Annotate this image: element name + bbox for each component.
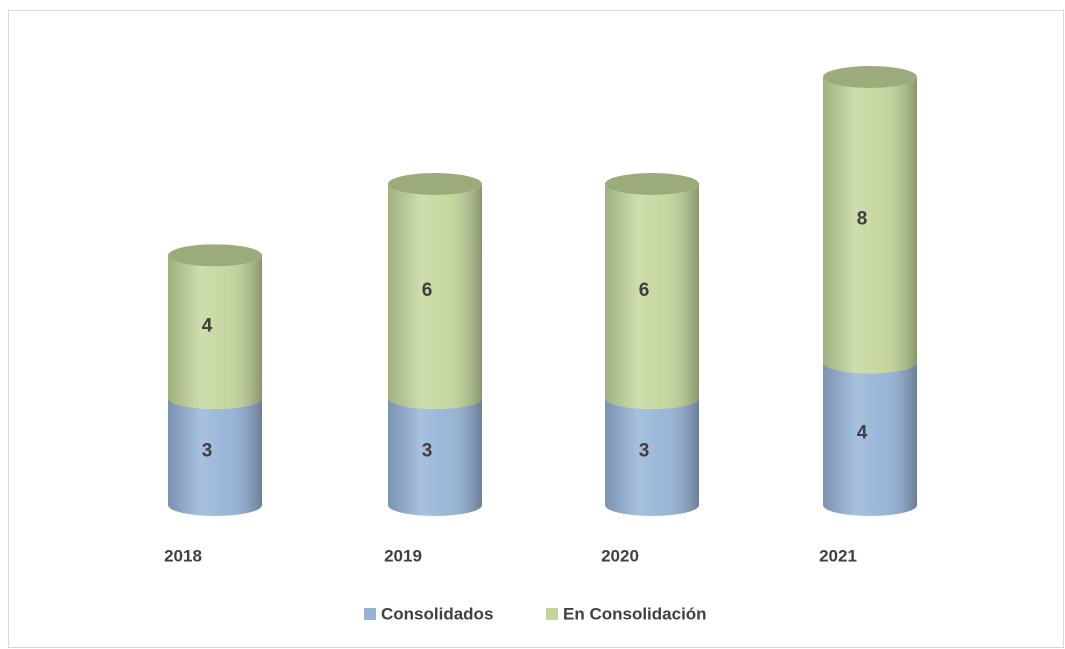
data-label: 4: [857, 423, 868, 444]
x-tick-label: 2021: [819, 546, 857, 565]
bar-cap: [605, 173, 699, 195]
data-label: 8: [857, 209, 868, 230]
legend-swatch: [546, 608, 558, 620]
data-label: 6: [639, 280, 650, 301]
bar-shading: [605, 184, 699, 409]
data-label: 4: [202, 316, 213, 337]
bar-shading: [168, 255, 262, 409]
bar-shading: [168, 398, 262, 516]
data-label: 6: [422, 280, 433, 301]
data-label: 3: [639, 441, 650, 462]
legend-swatch: [364, 608, 376, 620]
x-tick-label: 2018: [164, 546, 202, 565]
legend-label: En Consolidación: [563, 604, 707, 623]
bar-cap: [388, 173, 482, 195]
x-tick-label: 2019: [384, 546, 422, 565]
bar-shading: [388, 184, 482, 409]
data-label: 3: [202, 441, 213, 462]
legend: Consolidados En Consolidación: [364, 604, 707, 623]
data-label: 3: [422, 441, 433, 462]
bar-shading: [388, 398, 482, 516]
bar-cap: [823, 66, 917, 88]
bar-shading: [823, 77, 917, 374]
legend-label: Consolidados: [381, 604, 493, 623]
bar-shading: [605, 398, 699, 516]
x-tick-label: 2020: [601, 546, 639, 565]
bar-shading: [823, 362, 917, 516]
bar-cap: [168, 244, 262, 267]
